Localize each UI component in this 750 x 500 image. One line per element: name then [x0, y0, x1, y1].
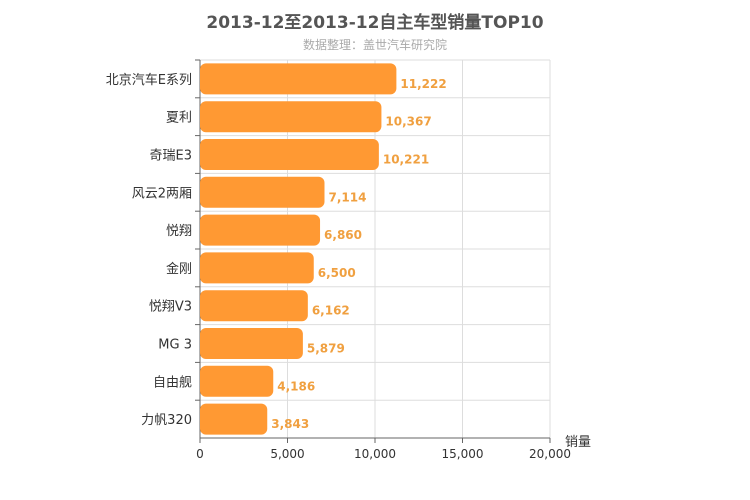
- category-label-1: 夏利: [166, 111, 192, 126]
- category-label-5: 金刚: [166, 261, 192, 277]
- bar-2: [200, 139, 379, 170]
- category-label-4: 悦翔: [166, 224, 192, 239]
- category-label-3: 风云2两厢: [132, 186, 192, 201]
- x-tick-label-0: 0: [196, 447, 204, 461]
- data-label-6: 6,162: [312, 304, 350, 318]
- bar-4: [200, 214, 321, 246]
- data-label-9: 3,843: [271, 417, 309, 431]
- bar-5: [200, 252, 314, 284]
- category-label-9: 力帆320: [141, 413, 192, 428]
- category-label-2: 奇瑞E3: [150, 148, 193, 164]
- category-label-8: 自由舰: [153, 375, 192, 390]
- data-label-7: 5,879: [307, 342, 345, 356]
- data-label-5: 6,500: [318, 266, 356, 280]
- x-tick-label-4: 20,000: [529, 447, 571, 461]
- bar-7: [200, 328, 303, 359]
- bar-1: [200, 101, 382, 133]
- category-label-7: MG 3: [158, 338, 192, 353]
- x-tick-label-3: 15,000: [442, 447, 484, 461]
- chart-subtitle: 数据整理：盖世汽车研究院: [302, 38, 447, 52]
- data-label-1: 10,367: [385, 115, 431, 129]
- data-label-2: 10,221: [383, 153, 429, 167]
- bar-3: [200, 176, 325, 208]
- bar-0: [200, 63, 397, 95]
- bar-6: [200, 290, 308, 322]
- bar-8: [200, 365, 274, 397]
- x-tick-label-1: 5,000: [270, 447, 304, 461]
- data-label-8: 4,186: [277, 379, 315, 393]
- bar-9: [200, 403, 268, 435]
- chart-title: 2013-12至2013-12自主车型销量TOP10: [206, 13, 544, 33]
- data-label-0: 11,222: [400, 77, 446, 91]
- x-tick-label-2: 10,000: [354, 447, 396, 461]
- category-label-6: 悦翔V3: [149, 300, 192, 315]
- data-label-4: 6,860: [324, 228, 362, 242]
- category-label-0: 北京汽车E系列: [106, 72, 192, 88]
- data-label-3: 7,114: [328, 190, 366, 204]
- x-axis-title: 销量: [565, 435, 591, 450]
